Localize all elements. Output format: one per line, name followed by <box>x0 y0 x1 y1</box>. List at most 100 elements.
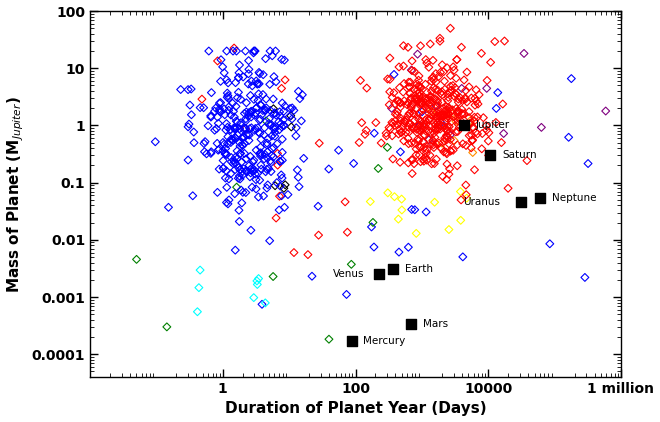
Point <box>544 241 555 247</box>
Point <box>269 73 279 80</box>
Point <box>451 118 461 125</box>
Point <box>387 119 397 126</box>
Point <box>252 170 263 177</box>
Point <box>421 150 432 157</box>
Point <box>265 48 275 54</box>
Point <box>447 82 458 89</box>
Point <box>277 100 288 106</box>
Point <box>294 95 305 102</box>
Point <box>276 120 286 127</box>
Point <box>444 114 455 121</box>
Point <box>218 165 229 172</box>
Point <box>241 156 251 162</box>
Point <box>438 111 449 118</box>
Point <box>413 97 424 103</box>
Point <box>221 151 232 158</box>
Point <box>439 112 449 119</box>
Point <box>233 74 244 81</box>
Point <box>230 160 241 167</box>
Point <box>456 44 467 51</box>
Point <box>228 160 238 167</box>
Text: Venus: Venus <box>333 269 364 279</box>
Point <box>238 142 248 149</box>
Point <box>426 78 437 85</box>
Point <box>263 165 274 172</box>
Point <box>433 113 444 119</box>
Point <box>274 126 284 133</box>
Point <box>399 80 409 87</box>
Point <box>239 125 249 132</box>
Point <box>269 144 279 151</box>
Point <box>271 78 281 85</box>
Point <box>243 70 253 77</box>
Point <box>253 194 264 200</box>
Point <box>409 140 420 146</box>
Point <box>424 122 434 129</box>
Point <box>244 162 255 169</box>
Point <box>453 117 463 124</box>
Point <box>259 151 270 158</box>
Point <box>240 48 251 54</box>
Point <box>374 271 384 277</box>
Point <box>248 49 259 56</box>
Point <box>286 116 297 122</box>
Point <box>259 132 269 138</box>
Point <box>474 92 484 98</box>
Point <box>396 196 407 203</box>
Point <box>385 55 395 62</box>
Point <box>218 157 228 164</box>
Point <box>240 124 251 131</box>
Point <box>218 139 228 146</box>
Point <box>261 105 272 111</box>
Point <box>448 114 459 120</box>
Point <box>205 150 216 157</box>
Point <box>427 75 438 81</box>
Point <box>234 150 245 157</box>
Point <box>255 177 265 184</box>
Point <box>429 160 440 167</box>
Point <box>404 110 414 117</box>
Point <box>398 62 409 69</box>
Point <box>251 186 261 192</box>
Point <box>425 93 436 100</box>
Point <box>390 111 401 118</box>
Point <box>297 92 308 98</box>
Point <box>232 184 242 191</box>
Point <box>449 137 459 144</box>
Point <box>382 76 393 82</box>
Point <box>519 50 529 57</box>
Point <box>446 147 456 154</box>
Point <box>230 190 240 197</box>
Point <box>346 261 356 268</box>
Point <box>403 44 413 51</box>
Point <box>445 136 455 143</box>
Point <box>428 141 439 148</box>
Point <box>394 84 405 91</box>
Point <box>189 139 199 146</box>
Point <box>422 146 432 153</box>
Point <box>214 100 225 106</box>
Point <box>244 57 254 64</box>
Point <box>415 124 426 130</box>
Point <box>403 160 414 166</box>
Point <box>246 227 256 234</box>
Point <box>250 125 261 132</box>
Point <box>457 85 467 92</box>
Point <box>455 95 465 101</box>
Point <box>397 207 407 214</box>
Point <box>221 48 232 54</box>
Point <box>411 94 421 100</box>
Point <box>431 156 442 162</box>
Point <box>457 110 467 117</box>
Point <box>472 114 482 120</box>
Point <box>470 129 480 136</box>
Point <box>395 104 406 111</box>
Point <box>293 88 304 95</box>
Point <box>251 78 261 84</box>
Point <box>392 108 403 115</box>
Point <box>233 164 244 171</box>
Point <box>403 141 414 147</box>
Point <box>535 195 545 201</box>
Point <box>211 125 222 132</box>
Point <box>461 87 471 94</box>
